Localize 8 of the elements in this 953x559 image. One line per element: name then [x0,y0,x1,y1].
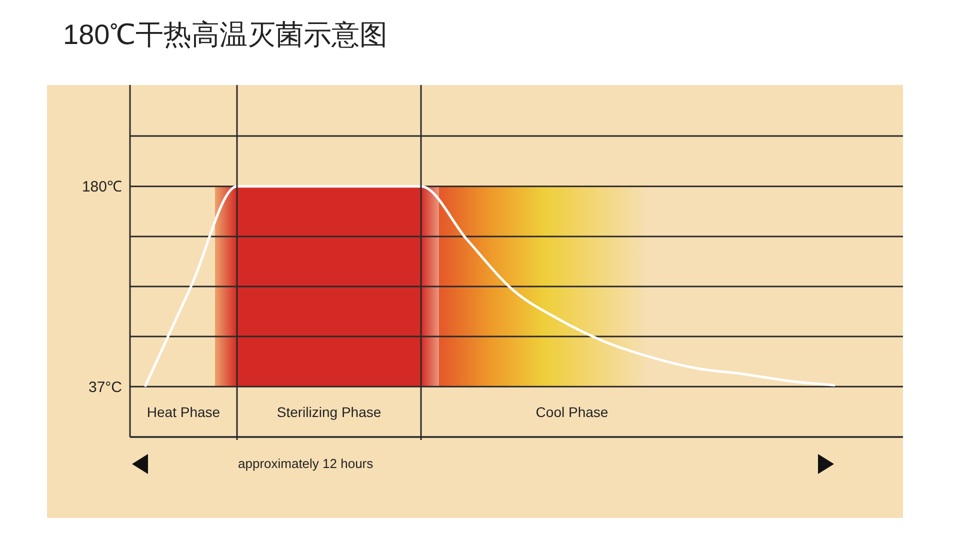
annotation: Heat Phase [146,404,222,420]
y-tick-label: 180℃ [82,178,122,196]
chart-title: 180℃干热高温灭菌示意图 [63,18,388,52]
annotation: Sterilizing Phase [276,404,382,420]
text: approximately 12 hours [238,456,374,471]
annotation: Cool Phase [534,404,610,420]
y-tick-label: 37°C [88,378,122,396]
line-series [144,185,836,388]
